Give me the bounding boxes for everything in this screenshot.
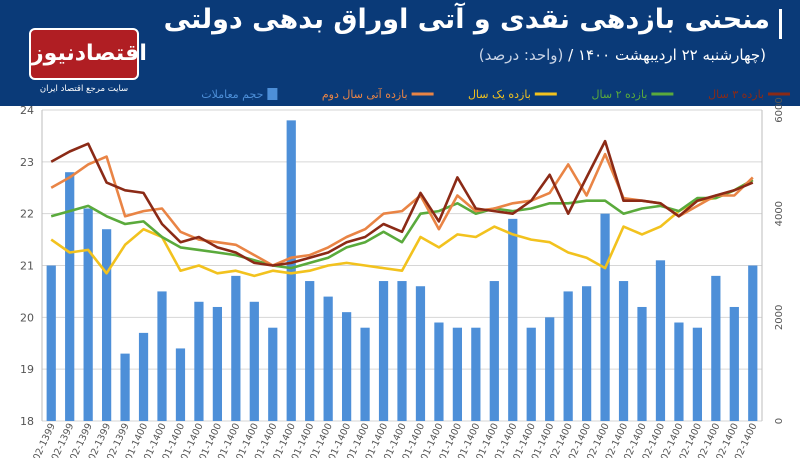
volume-bar [157, 291, 167, 421]
volume-bar [618, 281, 629, 421]
volume-bar [748, 265, 758, 421]
volume-bar [46, 265, 56, 421]
right-tick-label: 4000 [774, 201, 785, 226]
subtitle-unit: (واحد: درصد) [478, 46, 564, 64]
legend-label: بازده یک سال [468, 88, 531, 101]
volume-bar [231, 275, 241, 421]
header: منحنی بازدهی نقدی و آتی اوراق بدهی دولتی… [0, 0, 800, 108]
left-axis-ticks: 18 19 20 21 22 23 24 [20, 104, 34, 428]
title-accent-bar [779, 9, 782, 39]
subtitle-date: (چهارشنبه ۲۲ اردیبهشت ۱۴۰۰ / [568, 46, 766, 64]
volume-bar [452, 327, 462, 421]
series-line-y2 [50, 178, 754, 270]
volume-bar [545, 317, 555, 421]
volume-bar [212, 306, 222, 421]
left-tick-label: 18 [20, 415, 34, 428]
chart-container: 18 19 20 21 22 23 24 0 2000 4000 6000 02-1399 02-1… [0, 86, 800, 458]
left-tick-label: 19 [20, 363, 34, 376]
volume-bar [711, 275, 721, 421]
legend-item-y1: بازده یک سال [468, 88, 557, 101]
volume-bar [692, 327, 702, 421]
volume-bar [582, 286, 592, 421]
yield-lines [50, 139, 754, 278]
volume-bar [489, 281, 499, 421]
logo-wordmark: اقتصادنیوز [29, 28, 147, 80]
volume-bar [120, 353, 130, 421]
volume-bar [508, 218, 518, 421]
page-subtitle: (چهارشنبه ۲۲ اردیبهشت ۱۴۰۰ / (واحد: درصد… [479, 46, 766, 64]
volume-bar [378, 281, 389, 421]
left-tick-label: 24 [20, 104, 34, 117]
volume-bar [729, 306, 739, 421]
volume-bar [526, 327, 536, 421]
volume-bar [249, 301, 259, 421]
volume-bar [305, 281, 315, 421]
volume-bar [65, 172, 75, 421]
legend-item-bars: حجم معاملات [201, 88, 278, 101]
series-line-y3 [50, 139, 754, 267]
right-tick-label: 2000 [774, 305, 785, 330]
volume-bar [674, 322, 684, 421]
legend-item-y3: بازده ۳ سال [708, 88, 790, 101]
volume-bar [415, 286, 426, 421]
volume-bar [360, 327, 370, 421]
volume-bar [268, 327, 278, 421]
volume-bar [655, 260, 666, 421]
left-tick-label: 21 [20, 260, 34, 273]
volume-bar [102, 229, 112, 421]
legend: بازده ۳ سال بازده ۲ سال بازده یک سال بازده … [201, 87, 790, 101]
volume-bar [600, 213, 610, 421]
legend-label: بازده ۳ سال [708, 88, 764, 101]
right-axis-ticks: 0 2000 4000 6000 [774, 97, 785, 424]
volume-bar [637, 306, 647, 421]
volume-bars [46, 120, 758, 421]
series-line-y1 [50, 178, 754, 278]
legend-label: بازده ۲ سال [592, 88, 648, 101]
logo-tagline: سایت مرجع اقتصاد ایران [39, 84, 129, 94]
volume-bar [563, 291, 573, 421]
volume-bar [83, 208, 93, 421]
left-tick-label: 20 [20, 311, 34, 324]
volume-bar [138, 332, 149, 421]
left-tick-label: 22 [20, 208, 34, 221]
volume-bar [342, 312, 352, 421]
legend-label: حجم معاملات [201, 88, 263, 101]
logo: اقتصادنیوز سایت مرجع اقتصاد ایران [29, 28, 147, 98]
volume-bar [434, 322, 444, 421]
legend-swatch [267, 88, 278, 100]
left-tick-label: 23 [20, 156, 34, 169]
volume-bar [175, 348, 186, 421]
volume-bar [194, 301, 204, 421]
volume-bar [397, 281, 407, 421]
right-tick-label: 6000 [774, 97, 785, 122]
page-title: منحنی بازدهی نقدی و آتی اوراق بدهی دولتی [163, 4, 770, 35]
legend-item-y2: بازده ۲ سال [592, 88, 674, 101]
right-tick-label: 0 [774, 418, 785, 424]
legend-item-fut2: بازده آتی سال دوم [322, 87, 434, 101]
volume-bar [323, 296, 333, 421]
volume-bar [286, 120, 296, 421]
volume-bar [471, 327, 481, 421]
legend-label: بازده آتی سال دوم [322, 87, 408, 101]
